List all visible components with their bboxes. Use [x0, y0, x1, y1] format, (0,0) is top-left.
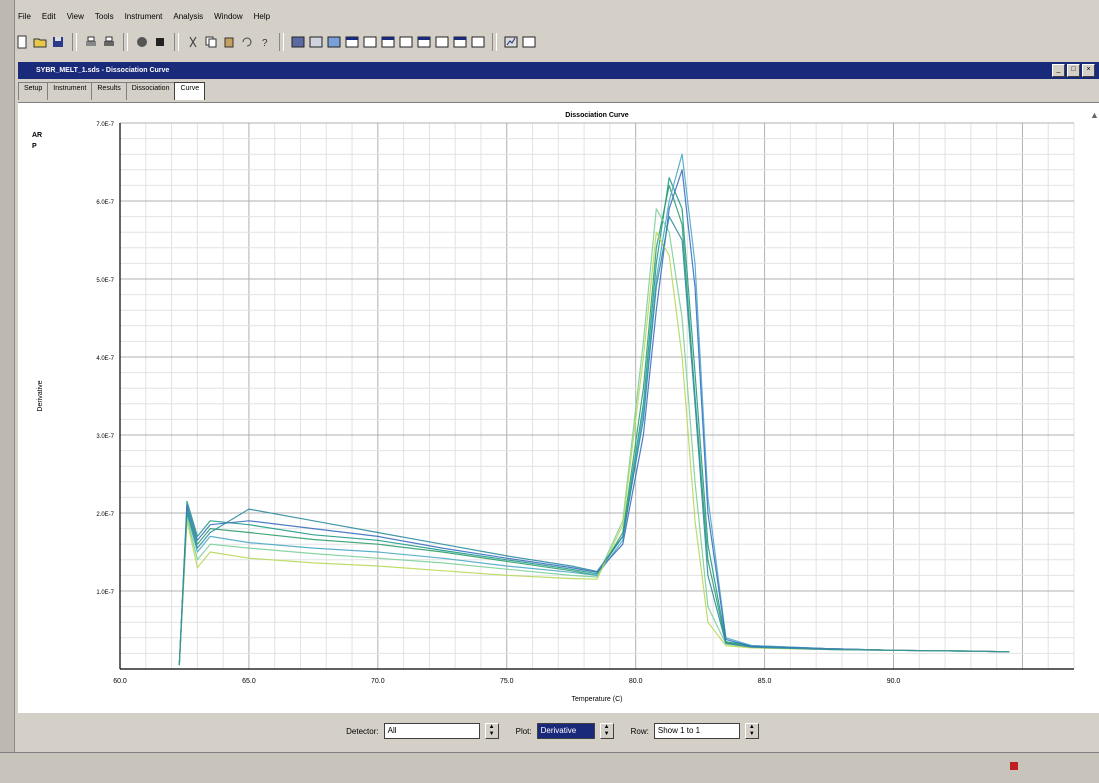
- instrument-icon[interactable]: [134, 34, 150, 50]
- window-icon-6[interactable]: [434, 34, 450, 50]
- left-frame-strip: [0, 0, 15, 782]
- menu-item-window[interactable]: Window: [214, 11, 243, 21]
- y-tick-label: 7.0E-7: [96, 122, 114, 128]
- toolbar-separator: [123, 33, 128, 51]
- tab-setup[interactable]: Setup: [18, 82, 49, 100]
- scroll-up-icon[interactable]: ▲: [1090, 110, 1099, 120]
- side-mark-ar: AR: [32, 132, 43, 139]
- toolbar: ?: [14, 28, 1099, 56]
- analyze-icon[interactable]: [503, 34, 519, 50]
- menu-item-view[interactable]: View: [66, 11, 84, 21]
- table-view-icon[interactable]: [326, 34, 342, 50]
- window-icon-8[interactable]: [470, 34, 486, 50]
- minimize-icon[interactable]: _: [1052, 64, 1065, 77]
- row-select[interactable]: Show 1 to 1: [653, 723, 740, 739]
- x-tick-label: 70.0: [371, 678, 385, 685]
- cut-icon[interactable]: [185, 34, 201, 50]
- status-bar: [0, 752, 1099, 783]
- tab-dissociation[interactable]: Dissociation: [125, 82, 176, 100]
- toolbar-separator: [279, 33, 284, 51]
- y-tick-label: 6.0E-7: [96, 200, 114, 206]
- undo-icon[interactable]: [239, 34, 255, 50]
- menu-item-tools[interactable]: Tools: [94, 11, 114, 21]
- plot-select[interactable]: Derivative: [536, 723, 595, 739]
- view-tabs: Setup Instrument Results Dissociation Curve: [18, 82, 206, 100]
- series-line-5: [178, 169, 1010, 666]
- series-line-2: [178, 184, 1010, 666]
- menu-bar: File Edit View Tools Instrument Analysis Windo…: [14, 8, 1099, 24]
- plot-label: Plot:: [515, 726, 532, 736]
- detector-select[interactable]: All: [383, 723, 480, 739]
- series-line-3: [178, 153, 1010, 666]
- y-axis-label: Derivative: [37, 380, 44, 411]
- toolbar-separator: [174, 33, 179, 51]
- window-icon-7[interactable]: [452, 34, 468, 50]
- row-label: Row:: [630, 726, 649, 736]
- window-icon-3[interactable]: [380, 34, 396, 50]
- menu-item-analysis[interactable]: Analysis: [173, 11, 204, 21]
- plot-controls: Detector: All ▲ ▼ Plot: Derivative ▲ ▼ Row…: [18, 714, 1099, 748]
- print-icon[interactable]: [83, 34, 99, 50]
- row-dropdown-icon[interactable]: ▲ ▼: [744, 723, 759, 739]
- toolbar-separator: [72, 33, 77, 51]
- y-tick-label: 2.0E-7: [96, 512, 114, 518]
- plot-dropdown-icon[interactable]: ▲ ▼: [599, 723, 614, 739]
- x-tick-label: 85.0: [758, 678, 772, 685]
- copy-icon[interactable]: [203, 34, 219, 50]
- menu-item-file[interactable]: File: [18, 11, 31, 21]
- window-icon-4[interactable]: [398, 34, 414, 50]
- menu-item-edit[interactable]: Edit: [41, 11, 56, 21]
- report-icon[interactable]: [521, 34, 537, 50]
- tab-instrument[interactable]: Instrument: [47, 82, 93, 100]
- y-tick-label: 3.0E-7: [96, 434, 114, 440]
- x-tick-label: 90.0: [887, 678, 901, 685]
- detector-dropdown-icon[interactable]: ▲ ▼: [484, 723, 499, 739]
- plot-panel: Dissociation Curve 60.0 65.0 70.0 75.0 80.0 85…: [18, 102, 1099, 713]
- dissociation-chart: Dissociation Curve 60.0 65.0 70.0 75.0 80.0 85…: [37, 112, 1075, 703]
- close-icon[interactable]: ×: [1082, 64, 1095, 77]
- help-pointer-icon[interactable]: ?: [257, 34, 273, 50]
- document-title-bar: SYBR_MELT_1.sds - Dissociation Curve _ □…: [18, 62, 1099, 79]
- y-tick-label: 4.0E-7: [96, 356, 114, 362]
- series-line-1: [178, 176, 1010, 666]
- new-file-icon[interactable]: [14, 34, 30, 50]
- series-line-7: [178, 215, 1010, 666]
- series-line-4: [178, 208, 1010, 666]
- chart-title: Dissociation Curve: [565, 112, 629, 119]
- x-tick-label: 80.0: [629, 678, 643, 685]
- print-preview-icon[interactable]: [101, 34, 117, 50]
- document-title: SYBR_MELT_1.sds - Dissociation Curve: [36, 67, 170, 74]
- x-axis-label: Temperature (C): [572, 696, 623, 703]
- menu-item-instrument[interactable]: Instrument: [124, 11, 163, 21]
- series-line-6: [178, 231, 1010, 666]
- y-tick-label: 5.0E-7: [96, 278, 114, 284]
- svg-text:?: ?: [262, 38, 268, 49]
- x-tick-label: 65.0: [242, 678, 256, 685]
- x-tick-label: 60.0: [113, 678, 127, 685]
- tab-curve[interactable]: Curve: [174, 82, 206, 100]
- save-icon[interactable]: [50, 34, 66, 50]
- detector-label: Detector:: [346, 726, 379, 736]
- stop-icon[interactable]: [152, 34, 168, 50]
- window-controls: _ □ ×: [1052, 64, 1095, 77]
- open-folder-icon[interactable]: [32, 34, 48, 50]
- x-tick-label: 75.0: [500, 678, 514, 685]
- window-icon-5[interactable]: [416, 34, 432, 50]
- side-mark-p: P: [32, 143, 37, 150]
- maximize-icon[interactable]: □: [1067, 64, 1080, 77]
- status-indicator-icon: [1010, 762, 1018, 770]
- side-marks: AR P: [32, 130, 42, 152]
- paste-icon[interactable]: [221, 34, 237, 50]
- window-icon-1[interactable]: [344, 34, 360, 50]
- tab-results[interactable]: Results: [91, 82, 127, 100]
- plate-view-icon[interactable]: [290, 34, 306, 50]
- grid-view-icon[interactable]: [308, 34, 324, 50]
- menu-item-help[interactable]: Help: [253, 11, 271, 21]
- window-icon-2[interactable]: [362, 34, 378, 50]
- y-tick-label: 1.0E-7: [96, 590, 114, 596]
- toolbar-separator: [492, 33, 497, 51]
